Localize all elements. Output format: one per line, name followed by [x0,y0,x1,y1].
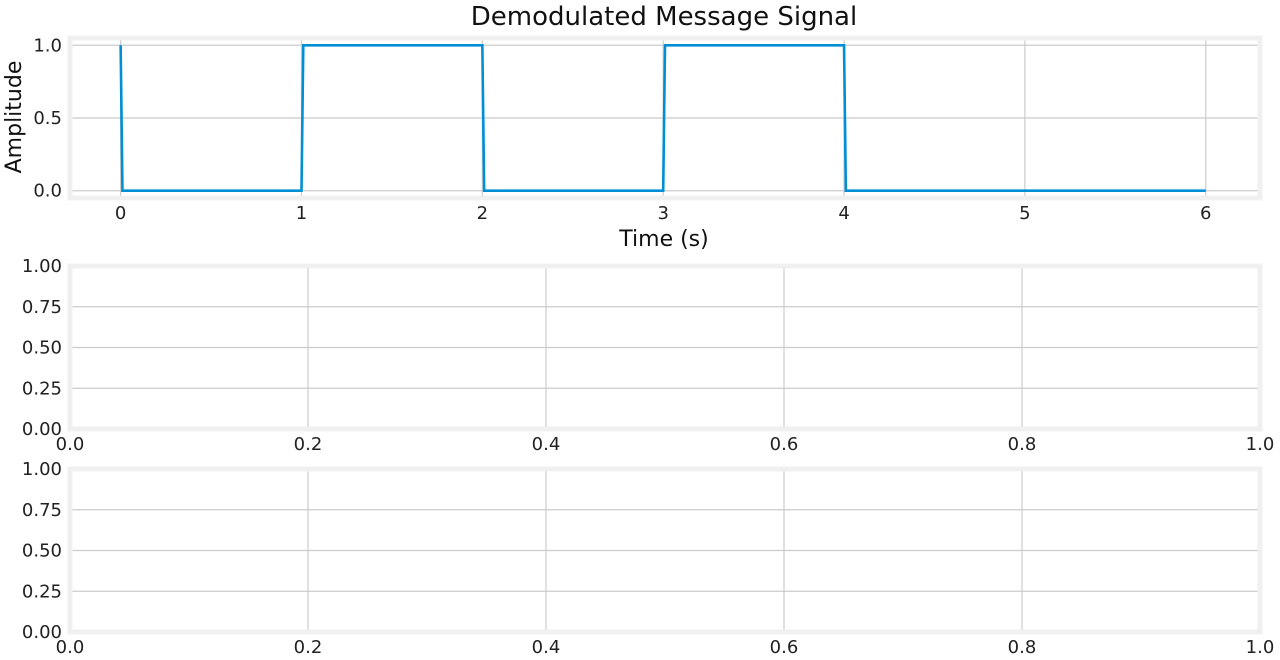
series-lines [119,43,1206,193]
x-tick-label: 0.4 [532,434,561,455]
y-tick-label: 0.0 [33,181,62,202]
subplot-empty-middle: 0.0 0.2 0.4 0.6 0.8 1.0 0.00 0.25 0.50 0.75 1.00 [22,256,1274,455]
y-tick-label: 0.75 [22,297,62,318]
series-line-0 [119,43,1206,193]
x-tick-label: 2 [477,203,488,224]
y-tick-label: 0.25 [22,378,62,399]
subplot-empty-bottom: 0.0 0.2 0.4 0.6 0.8 1.0 0.00 0.25 0.50 0.75 1.00 [22,459,1274,658]
tick-labels: 0.0 0.2 0.4 0.6 0.8 1.0 0.00 0.25 0.50 0.75 1.00 [22,459,1274,658]
x-tick-label: 4 [838,203,849,224]
plot-border [67,263,1263,432]
x-tick-label: 0 [115,203,126,224]
x-tick-label: 1.0 [1246,434,1275,455]
y-tick-label: 1.0 [33,35,62,56]
y-tick-label: 0.00 [22,622,62,643]
y-tick-label: 0.50 [22,541,62,562]
x-tick-label: 6 [1200,203,1211,224]
x-tick-label: 0.2 [294,434,323,455]
grid-lines [67,466,1263,635]
x-tick-label: 0.6 [770,434,799,455]
y-tick-label: 0.50 [22,338,62,359]
x-tick-label: 0.0 [56,434,85,455]
x-tick-label: 1.0 [1246,637,1275,658]
x-axis-label: Time (s) [618,227,708,252]
plot-border [67,466,1263,635]
y-tick-label: 1.00 [22,459,62,480]
tick-labels: 0 1 2 3 4 5 6 0.0 0.5 1.0 [33,35,1211,224]
x-tick-label: 0.8 [1008,637,1037,658]
grid-lines [67,263,1263,432]
y-tick-label: 0.75 [22,500,62,521]
tick-labels: 0.0 0.2 0.4 0.6 0.8 1.0 0.00 0.25 0.50 0.75 1.00 [22,256,1274,455]
y-tick-label: 1.00 [22,256,62,277]
x-tick-label: 1 [296,203,307,224]
y-tick-label: 0.25 [22,581,62,602]
y-tick-label: 0.00 [22,419,62,440]
x-tick-label: 0.2 [294,637,323,658]
subplot-demodulated-message: 0 1 2 3 4 5 6 0.0 0.5 1.0 Demodulated Message Sig… [2,2,1263,252]
x-tick-label: 0.6 [770,637,799,658]
x-tick-label: 0.0 [56,637,85,658]
plot-border [67,35,1263,201]
y-axis-label: Amplitude [2,61,27,174]
x-tick-label: 0.4 [532,637,561,658]
y-tick-label: 0.5 [33,108,62,129]
x-tick-label: 3 [657,203,668,224]
chart-title: Demodulated Message Signal [471,2,857,32]
x-tick-label: 5 [1019,203,1030,224]
x-tick-label: 0.8 [1008,434,1037,455]
